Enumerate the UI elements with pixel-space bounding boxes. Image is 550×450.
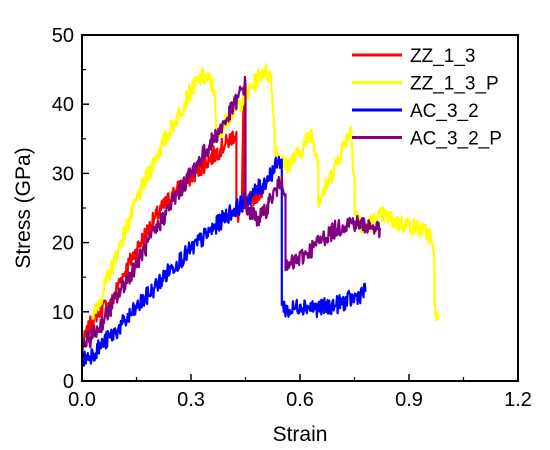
x-axis: 0.0 0.3 0.6 0.9 1.2 [68,374,532,411]
legend-label: AC_3_2_P [410,129,502,150]
y-axis: 0 10 20 30 40 50 [52,25,89,393]
y-tick-label: 0 [63,371,74,393]
x-tick-label: 0.6 [286,389,314,411]
legend-label: ZZ_1_3 [410,46,475,67]
series-line-ac-3-2-p [82,75,381,352]
y-tick-label: 30 [52,163,74,185]
series-line-zz-1-3-p [91,63,440,321]
series-layer [82,63,440,367]
x-tick-label: 0.0 [68,389,96,411]
y-tick-label: 50 [52,25,74,47]
y-tick-label: 40 [52,94,74,116]
x-tick-label: 0.9 [395,389,423,411]
legend-label: AC_3_2 [410,101,479,122]
y-tick-label: 20 [52,233,74,255]
legend-label: ZZ_1_3_P [410,74,499,95]
y-axis-label: Stress (GPa) [12,147,35,268]
x-tick-label: 1.2 [504,389,532,411]
legend: ZZ_1_3 ZZ_1_3_P AC_3_2 AC_3_2_P [352,46,502,150]
x-axis-label: Strain [273,423,328,446]
x-tick-label: 0.3 [177,389,205,411]
series-line-ac-3-2 [82,155,367,367]
y-tick-label: 10 [52,302,74,324]
